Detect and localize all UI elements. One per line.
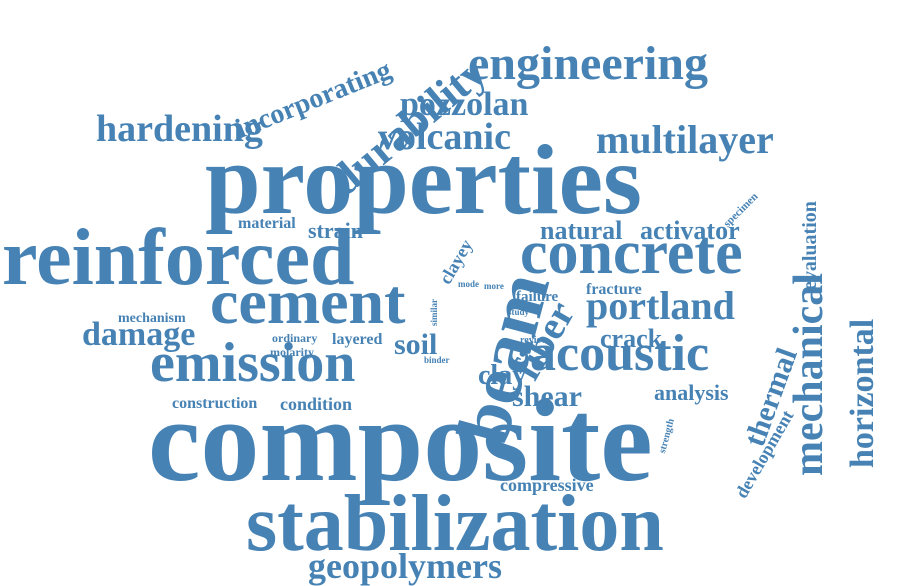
word-natural: natural [540,216,623,245]
word-acoustic: acoustic [530,325,710,382]
word-volcanic: volcanic [378,116,511,158]
word-binder: binder [424,355,450,365]
word-geopolymers: geopolymers [308,546,502,586]
word-failure: failure [516,289,559,305]
word-pozzolan: pozzolan [400,86,529,123]
word-material: material [238,215,296,232]
word-condition: condition [280,394,353,414]
word-composite: composite [148,375,653,506]
word-fracture: fracture [586,281,642,298]
word-strain: strain [308,218,363,243]
word-mode: mode [458,279,479,289]
word-cement: cement [210,266,406,337]
word-activator: activator [640,216,740,245]
word-emission: emission [150,332,356,394]
word-properties: properties [205,124,642,235]
word-clay: clay [478,360,527,391]
word-molarity: molarity [270,345,314,359]
word-construction: construction [172,395,258,412]
word-multilayer: multilayer [596,117,774,162]
word-strength: strength [657,417,677,455]
word-reinforced: reinforced [2,214,355,302]
word-layered: layered [332,331,383,348]
word-analysis: analysis [654,380,729,405]
word-evaluation: evaluation [799,201,821,290]
word-soil: soil [394,328,438,361]
word-crack: crack [600,324,663,353]
word-hardening: hardening [96,108,263,150]
word-similar: similar [429,299,439,326]
word-study: study [508,307,530,317]
word-concrete: concrete [520,219,743,287]
word-engineering: engineering [468,37,708,90]
word-portland: portland [586,283,735,328]
word-review: review [520,335,549,346]
word-compressive: compressive [500,475,594,495]
word-mechanism: mechanism [118,311,186,326]
word-stabilization: stabilization [246,480,664,568]
word-more: more [484,281,504,291]
word-ordinary: ordinary [272,331,318,345]
word-damage: damage [82,316,196,353]
word-horizontal: horizontal [844,318,881,468]
word-shear: shear [512,380,582,413]
